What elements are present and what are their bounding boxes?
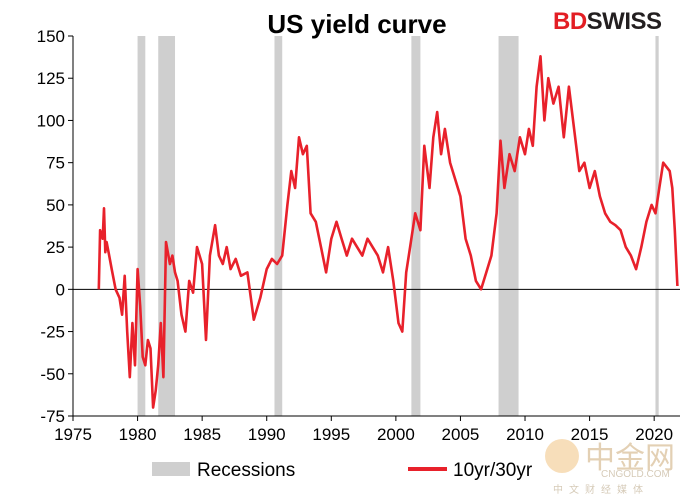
legend-label-recessions: Recessions bbox=[197, 460, 295, 481]
watermark-url: CNGOLD.COM bbox=[601, 469, 670, 480]
axes bbox=[72, 36, 680, 416]
x-tick-label-2020: 2020 bbox=[635, 425, 673, 444]
series-lines bbox=[97, 55, 679, 409]
recession-bands bbox=[137, 36, 659, 416]
recession-band-5 bbox=[655, 36, 659, 416]
brand-logo-swiss: SWISS bbox=[586, 8, 662, 35]
y-tick-label--50: -50 bbox=[40, 365, 65, 384]
x-tick-label-2000: 2000 bbox=[377, 425, 415, 444]
x-tick-label-1990: 1990 bbox=[248, 425, 286, 444]
x-tick-label-1995: 1995 bbox=[312, 425, 350, 444]
y-tick-label-0: 0 bbox=[56, 280, 65, 299]
recession-band-4 bbox=[498, 36, 519, 416]
y-tick-labels: -75 -50 -25 0 25 50 75 100 125 150 bbox=[37, 27, 73, 426]
series-line-0 bbox=[97, 55, 679, 409]
y-tick-label--25: -25 bbox=[40, 323, 65, 342]
y-tick-label-100: 100 bbox=[37, 111, 65, 130]
brand-logo: BDSWISS bbox=[553, 8, 662, 36]
recession-band-0 bbox=[137, 36, 146, 416]
y-tick-label-50: 50 bbox=[46, 196, 65, 215]
recession-band-1 bbox=[158, 36, 176, 416]
chart-title: US yield curve bbox=[267, 9, 446, 39]
watermark-chinese: 中金网 bbox=[585, 441, 675, 476]
legend-swatch-recessions bbox=[152, 462, 190, 476]
brand-logo-bd: BD bbox=[553, 8, 587, 35]
watermark-subtitle: 中文财经媒体 bbox=[553, 485, 649, 496]
y-tick-label-75: 75 bbox=[46, 154, 65, 173]
x-tick-label-2005: 2005 bbox=[442, 425, 480, 444]
y-tick-label--75: -75 bbox=[40, 407, 65, 426]
y-tick-label-125: 125 bbox=[37, 69, 65, 88]
x-tick-label-2010: 2010 bbox=[506, 425, 544, 444]
legend-label-series: 10yr/30yr bbox=[453, 460, 533, 481]
x-tick-labels: 1975 1980 1985 1990 1995 2000 2005 2010 2015 2020 bbox=[54, 415, 680, 444]
x-tick-label-2015: 2015 bbox=[571, 425, 609, 444]
watermark: 中金网 CNGOLD.COM 中文财经媒体 bbox=[541, 433, 691, 496]
x-tick-label-1975: 1975 bbox=[54, 425, 92, 444]
y-tick-label-25: 25 bbox=[46, 238, 65, 257]
recession-band-2 bbox=[274, 36, 283, 416]
legend: Recessions 10yr/30yr bbox=[152, 460, 533, 481]
recession-band-3 bbox=[411, 36, 421, 416]
x-tick-label-1985: 1985 bbox=[183, 425, 221, 444]
x-tick-label-1980: 1980 bbox=[119, 425, 157, 444]
coin-icon bbox=[545, 439, 579, 473]
y-tick-label-150: 150 bbox=[37, 27, 65, 46]
